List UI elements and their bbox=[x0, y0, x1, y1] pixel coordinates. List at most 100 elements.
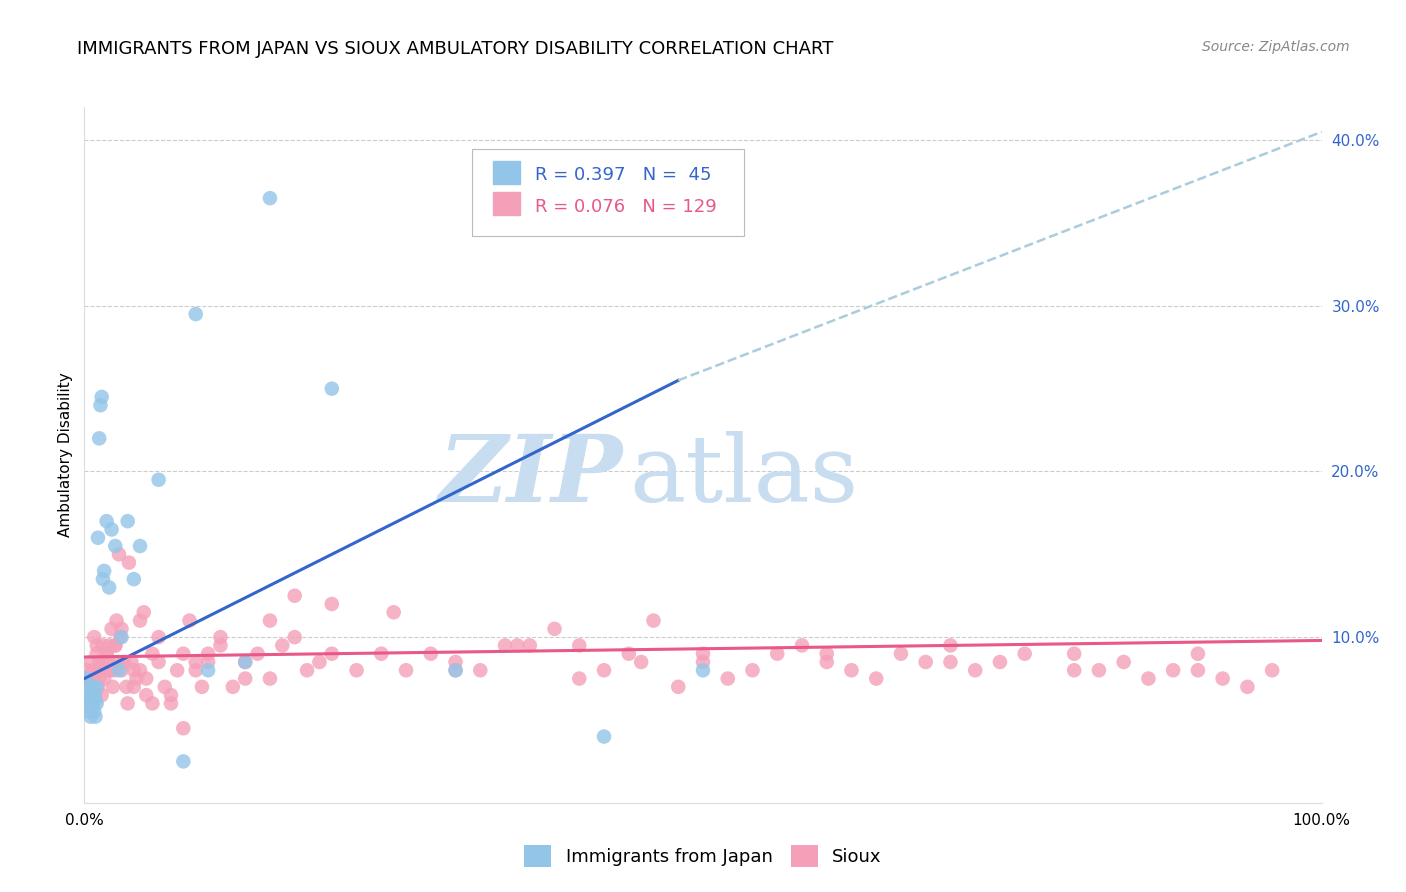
Point bbox=[630, 655, 652, 669]
Point bbox=[110, 630, 132, 644]
Point bbox=[246, 647, 269, 661]
Point bbox=[129, 663, 152, 677]
Point bbox=[988, 655, 1011, 669]
Point bbox=[1063, 663, 1085, 677]
Point bbox=[148, 655, 170, 669]
Point bbox=[84, 693, 107, 707]
Point bbox=[90, 390, 112, 404]
Point bbox=[184, 307, 207, 321]
Point bbox=[666, 680, 689, 694]
Point bbox=[259, 191, 281, 205]
Point bbox=[741, 663, 763, 677]
Point bbox=[93, 672, 115, 686]
Point bbox=[96, 647, 118, 661]
Point bbox=[110, 630, 132, 644]
Point bbox=[122, 680, 145, 694]
Point bbox=[179, 614, 201, 628]
Point bbox=[94, 663, 117, 677]
Legend: Immigrants from Japan, Sioux: Immigrants from Japan, Sioux bbox=[517, 838, 889, 874]
Point bbox=[104, 639, 127, 653]
Point bbox=[91, 639, 114, 653]
Point bbox=[191, 680, 214, 694]
Point bbox=[75, 688, 97, 702]
Point bbox=[129, 614, 152, 628]
Point bbox=[80, 680, 103, 694]
Point bbox=[370, 647, 392, 661]
Point bbox=[90, 688, 112, 702]
Point bbox=[419, 647, 441, 661]
Point bbox=[77, 688, 100, 702]
Point bbox=[97, 655, 120, 669]
Point bbox=[75, 672, 97, 686]
Point bbox=[939, 639, 962, 653]
Point bbox=[89, 663, 111, 677]
Point bbox=[98, 639, 121, 653]
Point bbox=[104, 539, 127, 553]
Point bbox=[494, 639, 516, 653]
Point bbox=[321, 382, 343, 396]
Point bbox=[1187, 663, 1209, 677]
Point bbox=[184, 655, 207, 669]
Point bbox=[148, 473, 170, 487]
Point bbox=[107, 655, 129, 669]
Point bbox=[184, 663, 207, 677]
Point bbox=[76, 663, 98, 677]
Point bbox=[86, 697, 108, 711]
Point bbox=[125, 672, 148, 686]
Point bbox=[841, 663, 863, 677]
Point bbox=[153, 680, 176, 694]
Point bbox=[79, 672, 101, 686]
Point bbox=[87, 680, 110, 694]
Point bbox=[717, 672, 740, 686]
Point bbox=[197, 663, 219, 677]
Point bbox=[284, 630, 307, 644]
Point bbox=[79, 699, 101, 714]
Point bbox=[82, 683, 104, 698]
Point bbox=[1236, 680, 1258, 694]
Point bbox=[108, 663, 131, 677]
Text: ZIP: ZIP bbox=[439, 431, 623, 521]
Point bbox=[790, 639, 813, 653]
Point bbox=[271, 639, 294, 653]
Point bbox=[79, 693, 101, 707]
Point bbox=[1137, 672, 1160, 686]
Point bbox=[965, 663, 987, 677]
Point bbox=[84, 688, 107, 702]
Point bbox=[1014, 647, 1036, 661]
Point bbox=[643, 614, 665, 628]
Point bbox=[101, 680, 124, 694]
Point bbox=[346, 663, 368, 677]
Bar bbox=[492, 192, 520, 215]
Point bbox=[321, 597, 343, 611]
Point bbox=[914, 655, 936, 669]
Point bbox=[890, 647, 912, 661]
Point bbox=[382, 605, 405, 619]
Point bbox=[112, 655, 135, 669]
Point bbox=[89, 655, 111, 669]
Point bbox=[115, 680, 138, 694]
Point bbox=[815, 655, 838, 669]
Point bbox=[295, 663, 318, 677]
Point bbox=[259, 614, 281, 628]
Point bbox=[76, 697, 98, 711]
Point bbox=[98, 581, 121, 595]
Point bbox=[110, 663, 132, 677]
Point bbox=[815, 647, 838, 661]
Point bbox=[118, 556, 141, 570]
Point bbox=[82, 699, 104, 714]
Point bbox=[148, 630, 170, 644]
Point bbox=[91, 655, 114, 669]
Point bbox=[80, 680, 103, 694]
Point bbox=[1261, 663, 1284, 677]
Point bbox=[86, 647, 108, 661]
Point bbox=[77, 680, 100, 694]
Point bbox=[75, 672, 97, 686]
Point bbox=[79, 655, 101, 669]
Point bbox=[395, 663, 418, 677]
Point bbox=[506, 639, 529, 653]
Point bbox=[1088, 663, 1111, 677]
Point bbox=[87, 531, 110, 545]
Point bbox=[1063, 647, 1085, 661]
Point bbox=[617, 647, 640, 661]
Text: IMMIGRANTS FROM JAPAN VS SIOUX AMBULATORY DISABILITY CORRELATION CHART: IMMIGRANTS FROM JAPAN VS SIOUX AMBULATOR… bbox=[77, 40, 834, 58]
